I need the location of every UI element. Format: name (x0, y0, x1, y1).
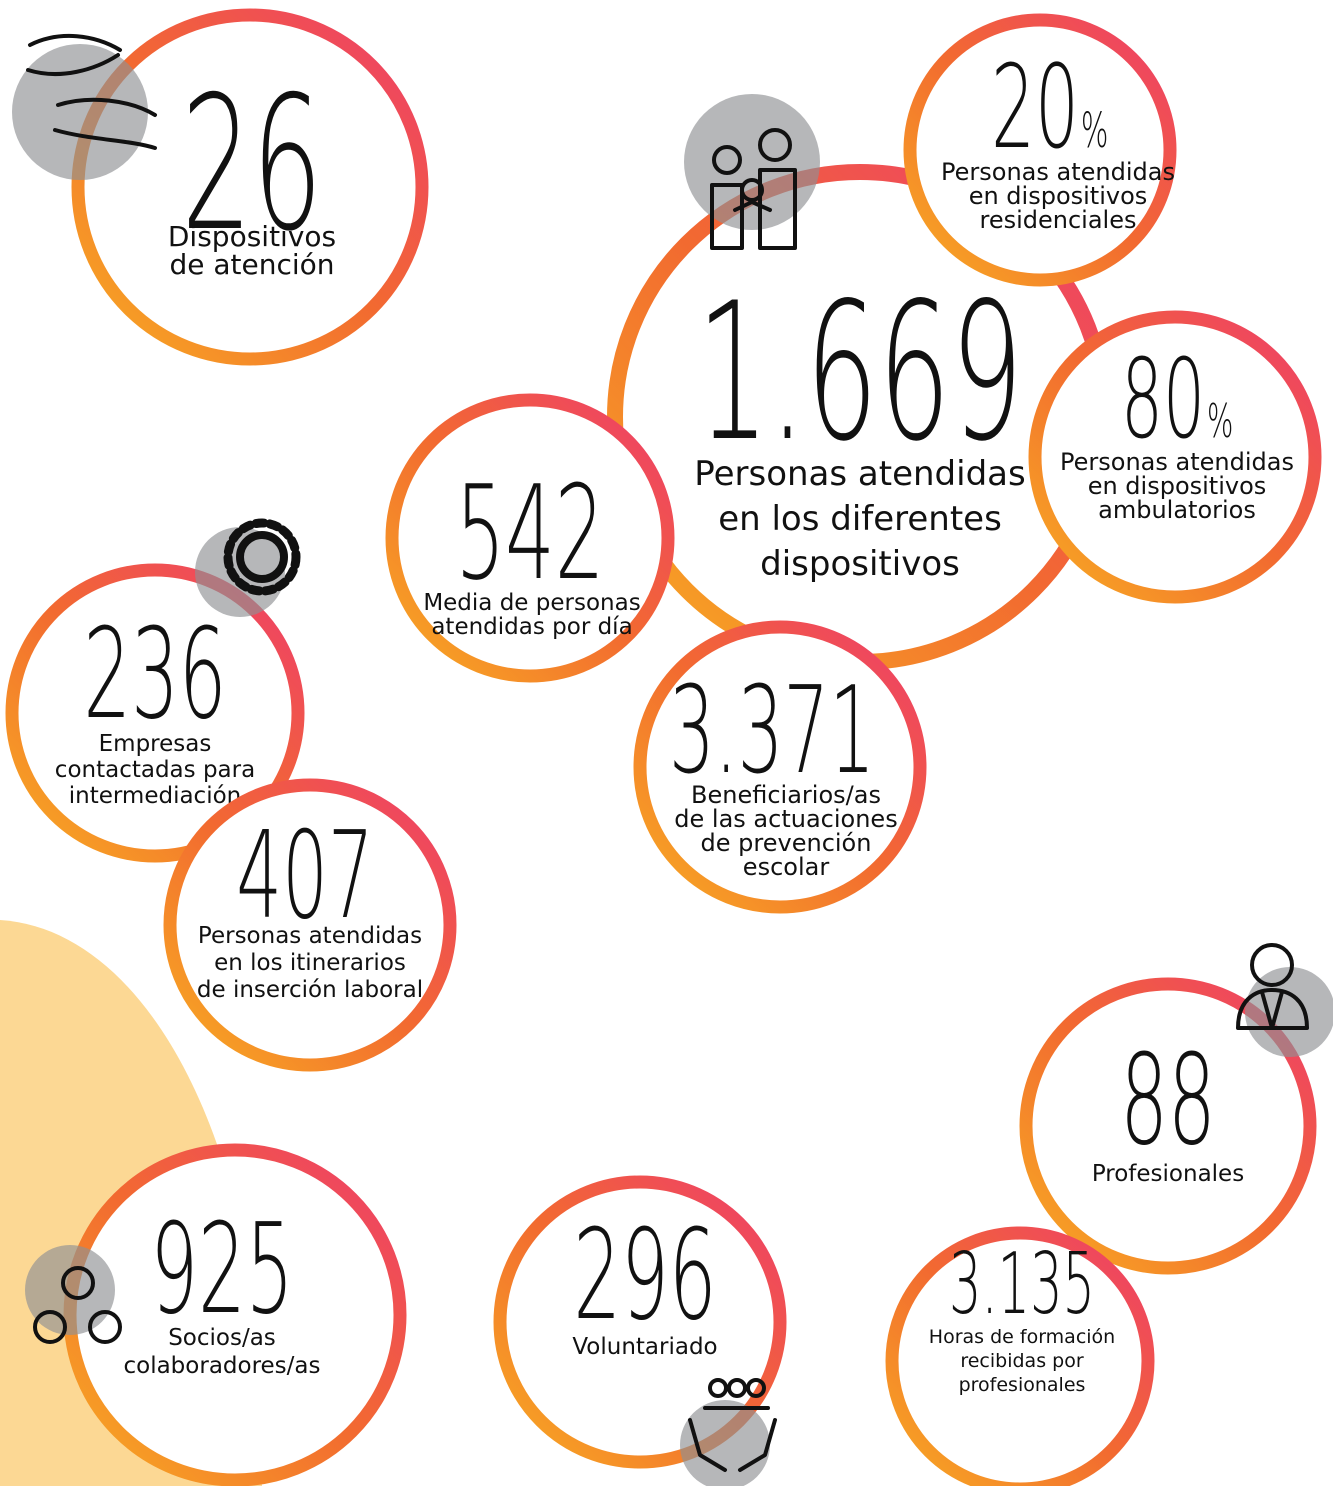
stat-label: Personas atendidas (694, 454, 1025, 494)
stat-label: en los diferentes (718, 499, 1002, 539)
hands-icon (26, 33, 157, 150)
stat-label: colaboradores/as (123, 1353, 320, 1379)
stat-number: 542 (456, 458, 605, 610)
stat-label: residenciales (980, 206, 1137, 234)
stat-label: de inserción laboral (197, 977, 423, 1003)
stat-ring (71, 8, 429, 366)
stat-ring (1019, 977, 1317, 1275)
stat-ring (1028, 310, 1322, 604)
stat-label: Beneficiarios/as (691, 781, 881, 809)
stat-ring (5, 563, 305, 863)
professional-icon (1236, 943, 1309, 1030)
icon-bg (680, 1400, 770, 1486)
stat-label: Media de personas (423, 590, 640, 616)
icon-bg (195, 527, 285, 617)
stat-number: 296 (573, 1203, 716, 1349)
stat-number: 236 (83, 602, 226, 748)
partners-icon (33, 1266, 122, 1344)
stat-ring (903, 13, 1177, 287)
stat-label: dispositivos (760, 544, 960, 584)
stat-label: en dispositivos (969, 182, 1148, 210)
stat-label: escolar (743, 853, 830, 881)
stat-label: Empresas (99, 731, 212, 757)
stat-number: 407 (236, 807, 373, 946)
stat-ring (885, 1226, 1155, 1486)
stat-label: contactadas para (55, 757, 255, 783)
stat-label: de las actuaciones (674, 805, 897, 833)
stat-label: ambulatorios (1098, 496, 1256, 524)
stat-unit: % (1207, 395, 1233, 448)
stat-unit: % (1081, 103, 1109, 159)
stat-label: Personas atendidas (941, 158, 1175, 186)
stat-number: 80 (1121, 336, 1205, 463)
icon-bg (12, 44, 148, 180)
stat-label: de prevención (701, 829, 872, 857)
gear-icon (223, 518, 301, 596)
stat-number: 925 (150, 1197, 293, 1343)
stat-label: Socios/as (168, 1325, 276, 1351)
stat-label: Personas atendidas (1060, 448, 1294, 476)
icon-bg (684, 94, 820, 230)
stat-number: 88 (1120, 1028, 1215, 1174)
stat-label: de atención (169, 248, 334, 281)
stat-label: Personas atendidas (198, 923, 422, 949)
stat-label: recibidas por (960, 1350, 1083, 1372)
volunteer-icon (688, 1378, 777, 1472)
stat-label: intermediación (69, 783, 242, 809)
stat-number: 3.371 (669, 662, 875, 801)
stat-number: 20 (991, 41, 1079, 174)
stat-label: Voluntariado (572, 1334, 717, 1360)
stat-number: 26 (181, 56, 322, 272)
icons (12, 33, 1333, 1486)
stat-label: profesionales (959, 1374, 1086, 1396)
stat-label: Profesionales (1092, 1161, 1244, 1187)
stat-ring (385, 393, 675, 683)
stat-ring (633, 620, 927, 914)
stat-label: Horas de formación (929, 1326, 1115, 1348)
family-icon (710, 128, 797, 250)
stat-label: en los itinerarios (214, 950, 406, 976)
stat-label: Dispositivos (168, 220, 336, 253)
stat-label: en dispositivos (1088, 472, 1267, 500)
stat-ring (163, 778, 457, 1072)
stat-label: atendidas por día (431, 614, 632, 640)
icon-bg (25, 1245, 115, 1335)
stat-number: 1.669 (697, 262, 1023, 483)
stat-number: 3.135 (949, 1234, 1095, 1333)
